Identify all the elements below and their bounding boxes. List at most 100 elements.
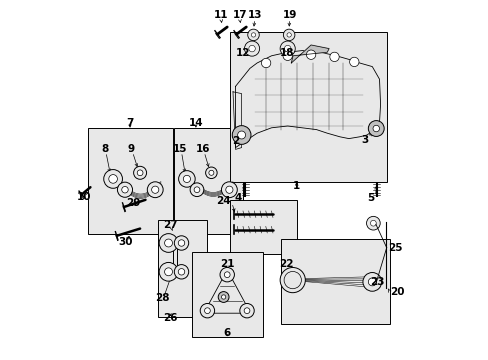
Text: 27: 27: [163, 220, 178, 230]
Circle shape: [200, 303, 214, 318]
Circle shape: [239, 303, 254, 318]
Circle shape: [283, 29, 294, 41]
Circle shape: [329, 52, 339, 62]
Circle shape: [283, 51, 292, 60]
Text: 2: 2: [232, 136, 239, 146]
Text: 3: 3: [361, 135, 368, 145]
Circle shape: [178, 171, 195, 187]
Circle shape: [164, 239, 172, 247]
Circle shape: [205, 167, 217, 179]
Text: 21: 21: [220, 259, 234, 269]
Circle shape: [122, 186, 128, 193]
Bar: [230, 200, 296, 254]
Polygon shape: [291, 45, 328, 63]
Circle shape: [247, 29, 259, 41]
Text: 26: 26: [163, 312, 178, 323]
Text: 1: 1: [292, 181, 300, 192]
Text: 19: 19: [282, 10, 296, 20]
Circle shape: [286, 33, 291, 37]
Bar: [280, 239, 389, 324]
Bar: [158, 220, 206, 317]
Circle shape: [372, 125, 379, 132]
Polygon shape: [235, 50, 380, 148]
Text: 25: 25: [387, 243, 402, 253]
Text: 28: 28: [155, 293, 169, 303]
Circle shape: [218, 292, 228, 302]
Circle shape: [225, 186, 232, 193]
Text: 29: 29: [125, 198, 140, 208]
Circle shape: [232, 126, 250, 144]
Circle shape: [159, 234, 178, 252]
Text: 5: 5: [367, 193, 374, 203]
Circle shape: [147, 182, 163, 198]
Bar: [192, 252, 262, 337]
Text: 8: 8: [101, 144, 108, 154]
Circle shape: [280, 41, 295, 56]
Circle shape: [221, 295, 225, 299]
Bar: [174, 128, 242, 234]
Circle shape: [204, 308, 210, 314]
Circle shape: [174, 265, 188, 279]
Circle shape: [221, 182, 237, 198]
Circle shape: [284, 45, 290, 52]
Circle shape: [137, 170, 142, 176]
Text: 20: 20: [389, 287, 404, 297]
Circle shape: [366, 276, 380, 289]
Circle shape: [183, 175, 190, 183]
Polygon shape: [203, 270, 250, 313]
Text: 16: 16: [196, 144, 210, 154]
Circle shape: [174, 236, 188, 250]
Circle shape: [151, 186, 159, 193]
Circle shape: [370, 220, 375, 226]
Text: 7: 7: [126, 118, 133, 129]
Text: 17: 17: [232, 10, 246, 20]
Circle shape: [284, 271, 301, 289]
Text: 23: 23: [370, 276, 384, 287]
Circle shape: [117, 182, 132, 197]
Text: 15: 15: [173, 144, 187, 154]
Circle shape: [244, 41, 259, 56]
Bar: [230, 32, 386, 182]
Circle shape: [286, 274, 298, 286]
Circle shape: [133, 166, 146, 179]
Circle shape: [261, 58, 270, 68]
Circle shape: [280, 267, 305, 293]
Text: 13: 13: [247, 10, 262, 20]
Circle shape: [194, 187, 200, 193]
Circle shape: [248, 45, 255, 52]
Text: 18: 18: [279, 48, 294, 58]
Circle shape: [367, 278, 375, 286]
Circle shape: [224, 272, 230, 278]
Circle shape: [164, 268, 172, 276]
Circle shape: [306, 50, 315, 59]
Text: 30: 30: [118, 237, 133, 247]
Polygon shape: [232, 92, 241, 149]
Circle shape: [108, 175, 117, 183]
Circle shape: [349, 57, 358, 67]
Circle shape: [208, 170, 213, 175]
Circle shape: [178, 240, 184, 246]
Text: 24: 24: [216, 196, 230, 206]
Circle shape: [367, 121, 384, 136]
Circle shape: [220, 267, 234, 282]
Circle shape: [159, 262, 178, 281]
Text: 6: 6: [223, 328, 230, 338]
Text: 10: 10: [77, 192, 91, 202]
Bar: [88, 128, 172, 234]
Circle shape: [362, 273, 381, 291]
Circle shape: [237, 131, 245, 139]
Text: 12: 12: [235, 48, 250, 58]
Circle shape: [366, 216, 380, 230]
Text: 11: 11: [213, 10, 228, 20]
Circle shape: [178, 269, 184, 275]
Text: 22: 22: [278, 258, 292, 269]
Circle shape: [190, 183, 203, 197]
Text: 14: 14: [188, 118, 203, 129]
Polygon shape: [373, 92, 384, 139]
Circle shape: [244, 308, 249, 314]
Circle shape: [103, 170, 122, 188]
Circle shape: [370, 280, 375, 285]
Text: 4: 4: [235, 193, 242, 203]
Text: 9: 9: [128, 144, 135, 154]
Circle shape: [251, 33, 255, 37]
